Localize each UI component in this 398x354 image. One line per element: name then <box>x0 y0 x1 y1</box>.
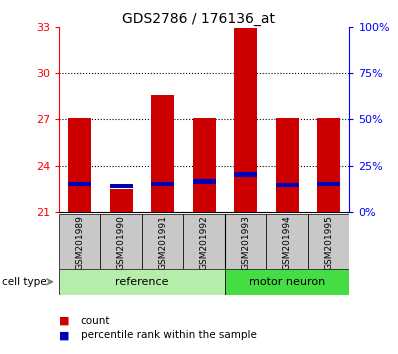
Bar <box>151 95 174 212</box>
Bar <box>68 118 91 212</box>
Text: GDS2786 / 176136_at: GDS2786 / 176136_at <box>123 12 275 27</box>
Bar <box>225 214 266 269</box>
Bar <box>59 269 225 295</box>
Bar <box>59 214 100 269</box>
Text: motor neuron: motor neuron <box>249 277 325 287</box>
Text: GSM201990: GSM201990 <box>117 215 126 270</box>
Bar <box>110 184 133 188</box>
Bar <box>142 214 183 269</box>
Text: ■: ■ <box>59 330 69 340</box>
Bar <box>317 118 340 212</box>
Bar <box>276 183 298 188</box>
Text: cell type: cell type <box>2 277 47 287</box>
Bar <box>183 214 225 269</box>
Text: GSM201989: GSM201989 <box>75 215 84 270</box>
Bar <box>151 182 174 186</box>
Bar <box>276 118 298 212</box>
Bar <box>110 189 133 212</box>
Bar <box>308 214 349 269</box>
Bar <box>100 214 142 269</box>
Bar <box>234 28 257 212</box>
Text: GSM201994: GSM201994 <box>283 215 292 270</box>
Text: percentile rank within the sample: percentile rank within the sample <box>81 330 257 340</box>
Bar <box>193 179 216 184</box>
Bar <box>317 182 340 186</box>
Bar <box>68 182 91 186</box>
Text: ■: ■ <box>59 316 69 326</box>
Text: GSM201995: GSM201995 <box>324 215 333 270</box>
Text: GSM201993: GSM201993 <box>241 215 250 270</box>
Text: reference: reference <box>115 277 169 287</box>
Bar <box>193 118 216 212</box>
Bar <box>234 172 257 177</box>
Bar <box>225 269 349 295</box>
Text: GSM201991: GSM201991 <box>158 215 167 270</box>
Text: count: count <box>81 316 110 326</box>
Bar <box>266 214 308 269</box>
Text: GSM201992: GSM201992 <box>200 215 209 270</box>
